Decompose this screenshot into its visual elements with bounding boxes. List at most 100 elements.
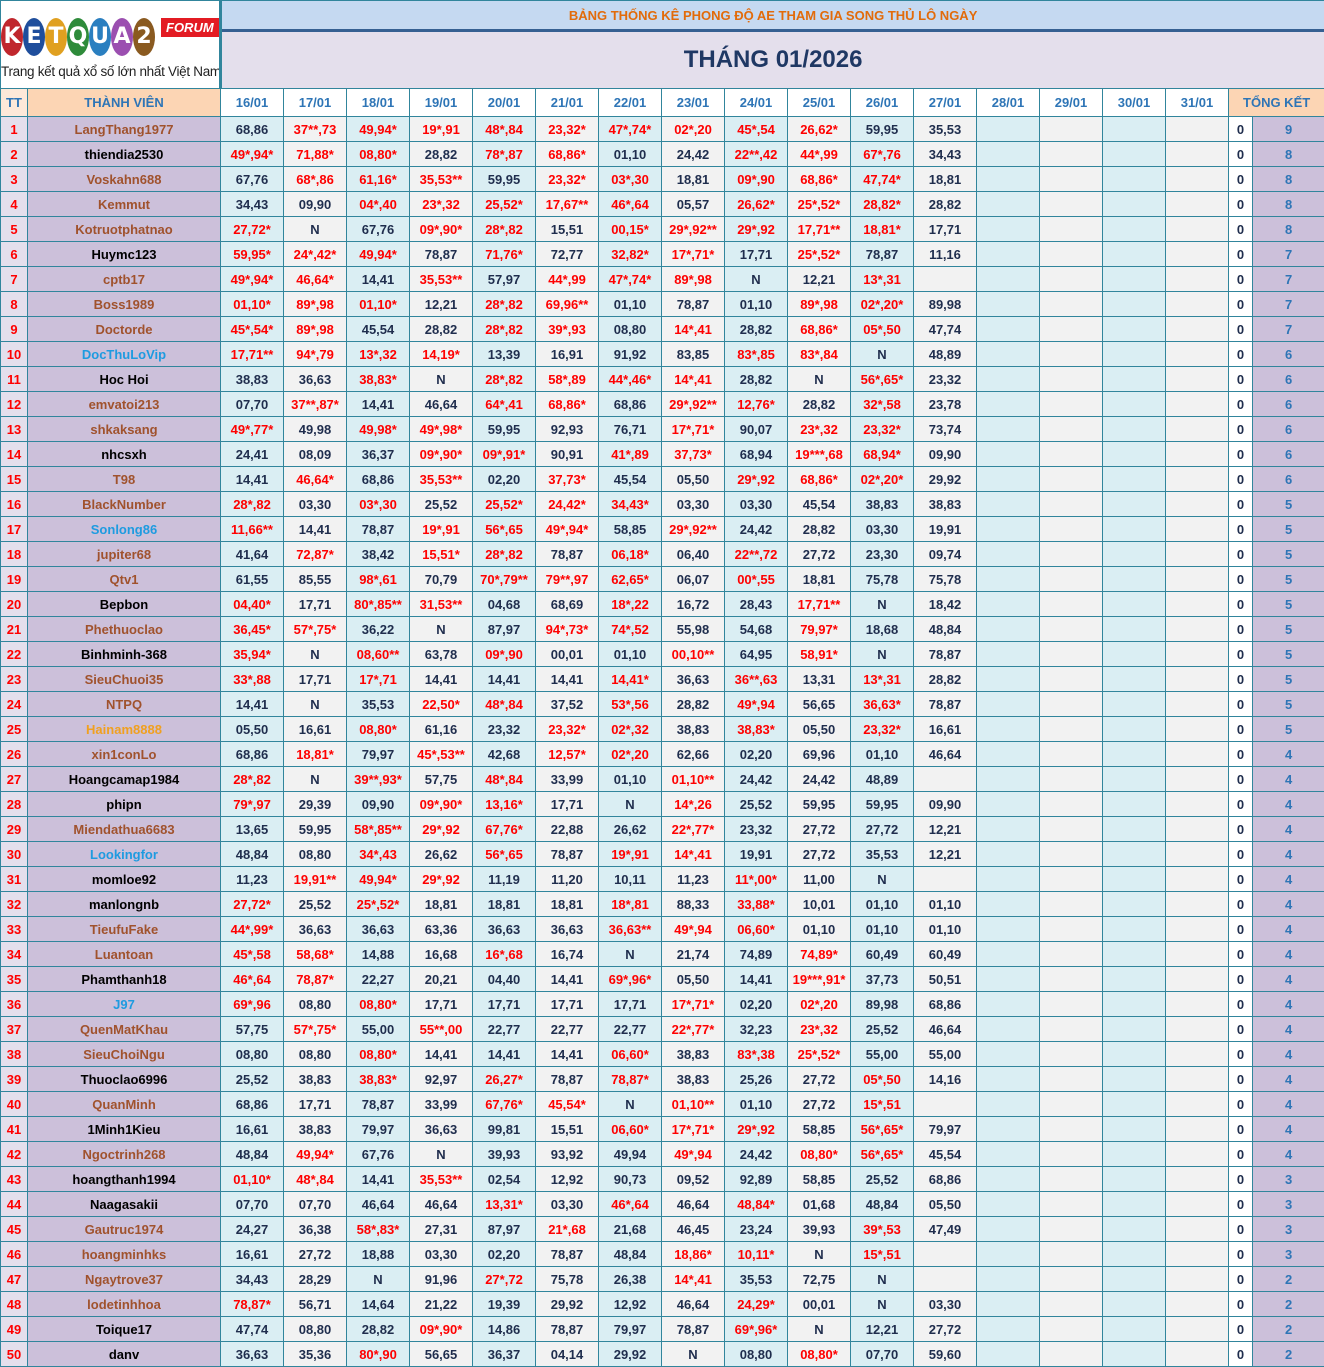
day-result-cell xyxy=(1102,1266,1166,1292)
member-name: QuenMatKhau xyxy=(27,1016,221,1042)
day-result-cell: 17,71 xyxy=(409,991,473,1017)
day-result-cell: 23,32 xyxy=(913,366,977,392)
day-result-cell: 36**,63 xyxy=(724,666,788,692)
header-date: 31/01 xyxy=(1165,88,1229,117)
day-result-cell: 16,61 xyxy=(220,1241,284,1267)
day-result-cell: 48,84 xyxy=(220,1141,284,1167)
table-row: 16 BlackNumber 28*,82 03,30 03*,30 25,52 25,52… xyxy=(0,491,1324,517)
day-result-cell xyxy=(1102,1141,1166,1167)
day-result-cell xyxy=(1102,666,1166,692)
day-result-cell: 29,92 xyxy=(598,1341,662,1367)
zero-count: 0 xyxy=(1228,1316,1253,1342)
day-result-cell xyxy=(1039,1316,1103,1342)
day-result-cell: 46*,64 xyxy=(598,191,662,217)
day-result-cell: 00,15* xyxy=(598,216,662,242)
day-result-cell: 68,86* xyxy=(787,316,851,342)
day-result-cell: 44*,99 xyxy=(787,141,851,167)
total-count: 4 xyxy=(1251,816,1324,842)
day-result-cell: 79,97* xyxy=(787,616,851,642)
day-result-cell: 14,41* xyxy=(598,666,662,692)
day-result-cell: 36,45* xyxy=(220,616,284,642)
day-result-cell xyxy=(976,841,1040,867)
day-result-cell: 79*,97 xyxy=(220,791,284,817)
day-result-cell: 78,87 xyxy=(850,241,914,267)
row-number: 47 xyxy=(0,1266,28,1292)
day-result-cell: 90,91 xyxy=(535,441,599,467)
day-result-cell: 25,52 xyxy=(850,1016,914,1042)
day-result-cell: 29*,92 xyxy=(409,816,473,842)
total-count: 6 xyxy=(1251,391,1324,417)
day-result-cell xyxy=(1165,116,1229,142)
day-result-cell: 14,41 xyxy=(346,266,410,292)
day-result-cell: 35,53** xyxy=(409,266,473,292)
member-name: hoangthanh1994 xyxy=(27,1166,221,1192)
day-result-cell: 03,30 xyxy=(409,1241,473,1267)
day-result-cell: 11,23 xyxy=(220,866,284,892)
day-result-cell xyxy=(1039,566,1103,592)
day-result-cell: 75,78 xyxy=(535,1266,599,1292)
day-result-cell: 00,01 xyxy=(535,641,599,667)
day-result-cell xyxy=(1165,341,1229,367)
day-result-cell xyxy=(1165,366,1229,392)
day-result-cell: 01,10 xyxy=(850,741,914,767)
day-result-cell: 08,80 xyxy=(283,991,347,1017)
day-result-cell: 58*,83* xyxy=(346,1216,410,1242)
member-name: Gautruc1974 xyxy=(27,1216,221,1242)
day-result-cell xyxy=(1102,391,1166,417)
day-result-cell: 46*,64 xyxy=(220,966,284,992)
day-result-cell xyxy=(1102,316,1166,342)
day-result-cell: 11,66** xyxy=(220,516,284,542)
zero-count: 0 xyxy=(1228,216,1253,242)
total-count: 7 xyxy=(1251,316,1324,342)
table-row: 25 Hainam8888 05,50 16,61 08,80* 61,16 23,32 23… xyxy=(0,716,1324,742)
row-number: 29 xyxy=(0,816,28,842)
day-result-cell: 25,52 xyxy=(409,491,473,517)
day-result-cell: 09*,91* xyxy=(472,441,536,467)
row-number: 16 xyxy=(0,491,28,517)
day-result-cell xyxy=(1102,166,1166,192)
day-result-cell: 05*,50 xyxy=(850,316,914,342)
row-number: 48 xyxy=(0,1291,28,1317)
logo-letter: T xyxy=(45,17,67,56)
day-result-cell: 26,27* xyxy=(472,1066,536,1092)
day-result-cell: 18,81* xyxy=(283,741,347,767)
day-result-cell: 55**,00 xyxy=(409,1016,473,1042)
day-result-cell: 48,84 xyxy=(850,1191,914,1217)
day-result-cell: 08,09 xyxy=(283,441,347,467)
day-result-cell xyxy=(1165,691,1229,717)
day-result-cell: 02,20 xyxy=(472,1241,536,1267)
day-result-cell: 38,83* xyxy=(724,716,788,742)
day-result-cell xyxy=(1165,441,1229,467)
table-row: 39 Thuoclao6996 25,52 38,83 38,83* 92,97 26,27… xyxy=(0,1066,1324,1092)
day-result-cell: 23,32* xyxy=(850,416,914,442)
day-result-cell xyxy=(1039,466,1103,492)
day-result-cell xyxy=(1102,916,1166,942)
day-result-cell xyxy=(1165,1091,1229,1117)
day-result-cell: 08,80 xyxy=(724,1341,788,1367)
day-result-cell: 27,31 xyxy=(409,1216,473,1242)
day-result-cell: 17*,71 xyxy=(346,666,410,692)
day-result-cell: 02*,20 xyxy=(661,116,725,142)
table-row: 19 Qtv1 61,55 85,55 98*,61 70,79 70*,79** 79**,… xyxy=(0,566,1324,592)
member-name: lodetinhhoa xyxy=(27,1291,221,1317)
day-result-cell: 36,63 xyxy=(346,916,410,942)
day-result-cell: 78*,87 xyxy=(472,141,536,167)
day-result-cell: 68,86 xyxy=(220,741,284,767)
day-result-cell: 24,42 xyxy=(661,141,725,167)
row-number: 30 xyxy=(0,841,28,867)
day-result-cell: 09,52 xyxy=(661,1166,725,1192)
zero-count: 0 xyxy=(1228,516,1253,542)
member-name: SieuChoiNgu xyxy=(27,1041,221,1067)
table-row: 38 SieuChoiNgu 08,80 08,80 08,80* 14,41 14,41 1… xyxy=(0,1041,1324,1067)
day-result-cell xyxy=(976,691,1040,717)
day-result-cell xyxy=(1039,841,1103,867)
day-result-cell: N xyxy=(850,866,914,892)
day-result-cell xyxy=(976,466,1040,492)
day-result-cell xyxy=(913,1091,977,1117)
day-result-cell: 14*,41 xyxy=(661,1266,725,1292)
zero-count: 0 xyxy=(1228,366,1253,392)
total-count: 4 xyxy=(1251,841,1324,867)
day-result-cell: 67,76* xyxy=(472,1091,536,1117)
day-result-cell: 45,54* xyxy=(535,1091,599,1117)
day-result-cell: 49*,94* xyxy=(535,516,599,542)
